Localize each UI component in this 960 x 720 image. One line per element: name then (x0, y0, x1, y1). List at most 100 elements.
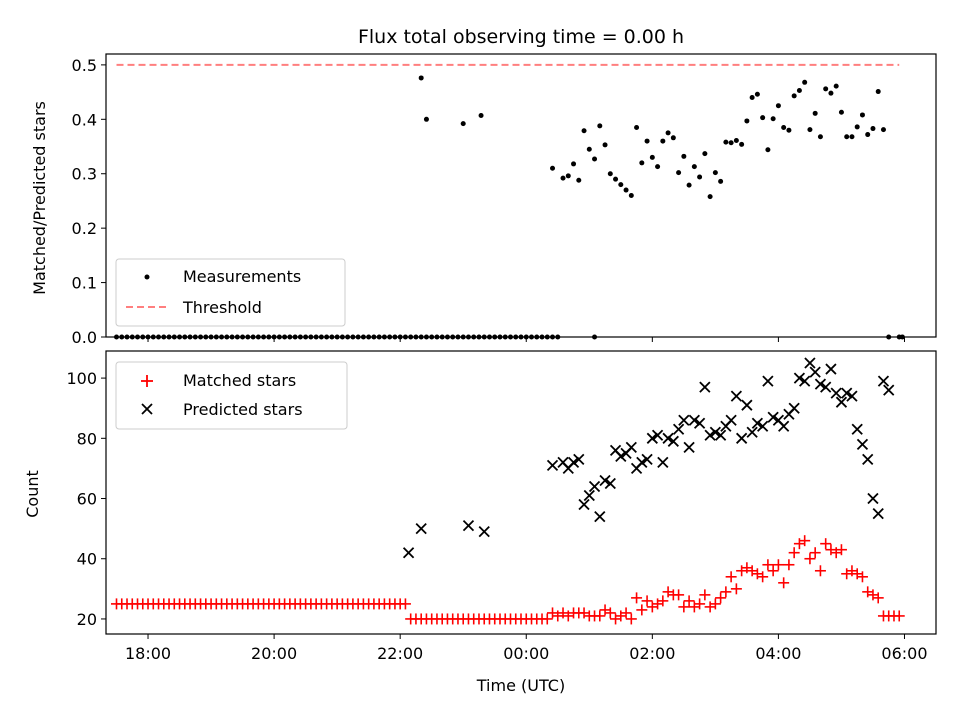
predicted-star-point (762, 375, 774, 387)
bottom-y-tick-label: 100 (66, 369, 97, 388)
predicted-star-point (693, 417, 706, 429)
predicted-star-point (872, 507, 884, 520)
measurement-point (833, 83, 839, 89)
bottom-y-tick-label: 60 (77, 490, 97, 509)
measurement-point (791, 93, 797, 99)
measurement-point (859, 112, 865, 118)
bottom-y-tick-label: 40 (77, 550, 97, 569)
bottom-x-tick-label: 18:00 (125, 644, 171, 663)
top-legend-box (115, 258, 346, 327)
measurement-point (613, 176, 619, 182)
measurement-point (686, 182, 692, 188)
bottom-plot-area (111, 357, 905, 625)
legend-predicted-label: Predicted stars (183, 400, 303, 419)
predicted-star-point (867, 492, 879, 505)
measurement-point (607, 171, 613, 177)
matched-star-point (730, 583, 742, 595)
predicted-star-point (594, 510, 606, 523)
predicted-star-point (820, 381, 832, 393)
predicted-star-point (814, 378, 827, 390)
predicted-star-point (851, 423, 863, 435)
measurement-point (634, 124, 640, 130)
measurement-point (733, 138, 739, 144)
matched-star-point (641, 595, 653, 607)
matched-star-point (683, 595, 695, 607)
matched-star-point (620, 607, 632, 619)
predicted-star-point (636, 456, 648, 469)
matched-star-point (699, 589, 711, 601)
measurement-point (655, 164, 661, 170)
matched-star-point (715, 592, 727, 604)
measurement-point (576, 177, 582, 183)
predicted-star-point (683, 441, 695, 453)
bottom-x-tick-label: 20:00 (251, 644, 297, 663)
matched-star-point (893, 610, 905, 622)
matched-star-point (625, 613, 637, 625)
predicted-star-point (462, 519, 475, 532)
predicted-star-point (651, 429, 664, 441)
legend-threshold-label: Threshold (182, 298, 262, 317)
matched-star-point (788, 547, 800, 559)
predicted-star-point (799, 375, 811, 387)
predicted-star-point (667, 435, 679, 447)
measurement-point (571, 161, 577, 167)
measurement-point (754, 91, 760, 97)
top-y-tick-label: 0.5 (72, 56, 97, 75)
measurement-point (807, 127, 813, 133)
measurement-point (691, 164, 697, 170)
measurement-point (823, 86, 829, 92)
measurement-point (628, 193, 634, 198)
predicted-star-point (657, 456, 669, 469)
matched-star-point (856, 571, 868, 583)
predicted-star-point (672, 423, 685, 435)
predicted-star-point (856, 438, 869, 450)
bottom-y-axis-label: Count (23, 470, 42, 518)
bottom-x-tick-label: 06:00 (881, 644, 927, 663)
matched-star-point (799, 535, 811, 547)
predicted-star-point (583, 489, 595, 502)
matched-star-point (657, 595, 669, 607)
predicted-star-point (841, 387, 853, 399)
measurement-point (665, 130, 671, 136)
measurement-point (770, 116, 776, 122)
bottom-y-tick-label: 80 (77, 429, 97, 448)
bottom-x-tick-label: 02:00 (629, 644, 675, 663)
measurement-point (849, 134, 855, 140)
matched-star-point (604, 607, 616, 619)
measurement-point (802, 79, 808, 85)
matched-star-point (757, 571, 769, 583)
measurement-point (702, 151, 708, 157)
bottom-x-tick-label: 22:00 (377, 644, 423, 663)
matched-star-point (709, 598, 721, 610)
measurement-point (707, 194, 713, 200)
predicted-star-point (825, 363, 837, 375)
measurement-point (581, 128, 587, 134)
matched-star-point (720, 586, 732, 598)
predicted-star-point (741, 399, 753, 411)
measurement-point (880, 127, 886, 133)
predicted-star-point (573, 453, 585, 466)
predicted-star-point (714, 429, 727, 441)
matched-star-point (636, 604, 648, 616)
measurement-point (602, 142, 608, 148)
predicted-star-point (883, 384, 895, 396)
measurement-point (739, 141, 745, 147)
measurement-point (660, 138, 666, 144)
matched-star-point (809, 547, 821, 559)
measurement-point (828, 90, 834, 96)
measurement-point (865, 132, 871, 138)
measurement-point (760, 115, 766, 121)
measurement-point (854, 124, 860, 130)
matched-star-point (778, 577, 790, 589)
measurement-point (565, 173, 571, 179)
predicted-star-point (588, 480, 601, 493)
matched-star-point (804, 553, 816, 565)
bottom-legend: Matched stars Predicted stars (115, 361, 348, 430)
predicted-star-point (730, 390, 743, 402)
predicted-star-point (478, 526, 490, 538)
bottom-panel: Count Time (UTC) 20 40 60 80 100 18:00 20:00 2… (23, 350, 937, 695)
top-axes-frame (105, 53, 937, 338)
bottom-x-ticks: 18:00 20:00 22:00 00:00 02:00 04:00 06:00 (125, 634, 928, 663)
predicted-star-point (751, 417, 764, 429)
predicted-star-point (804, 357, 816, 369)
